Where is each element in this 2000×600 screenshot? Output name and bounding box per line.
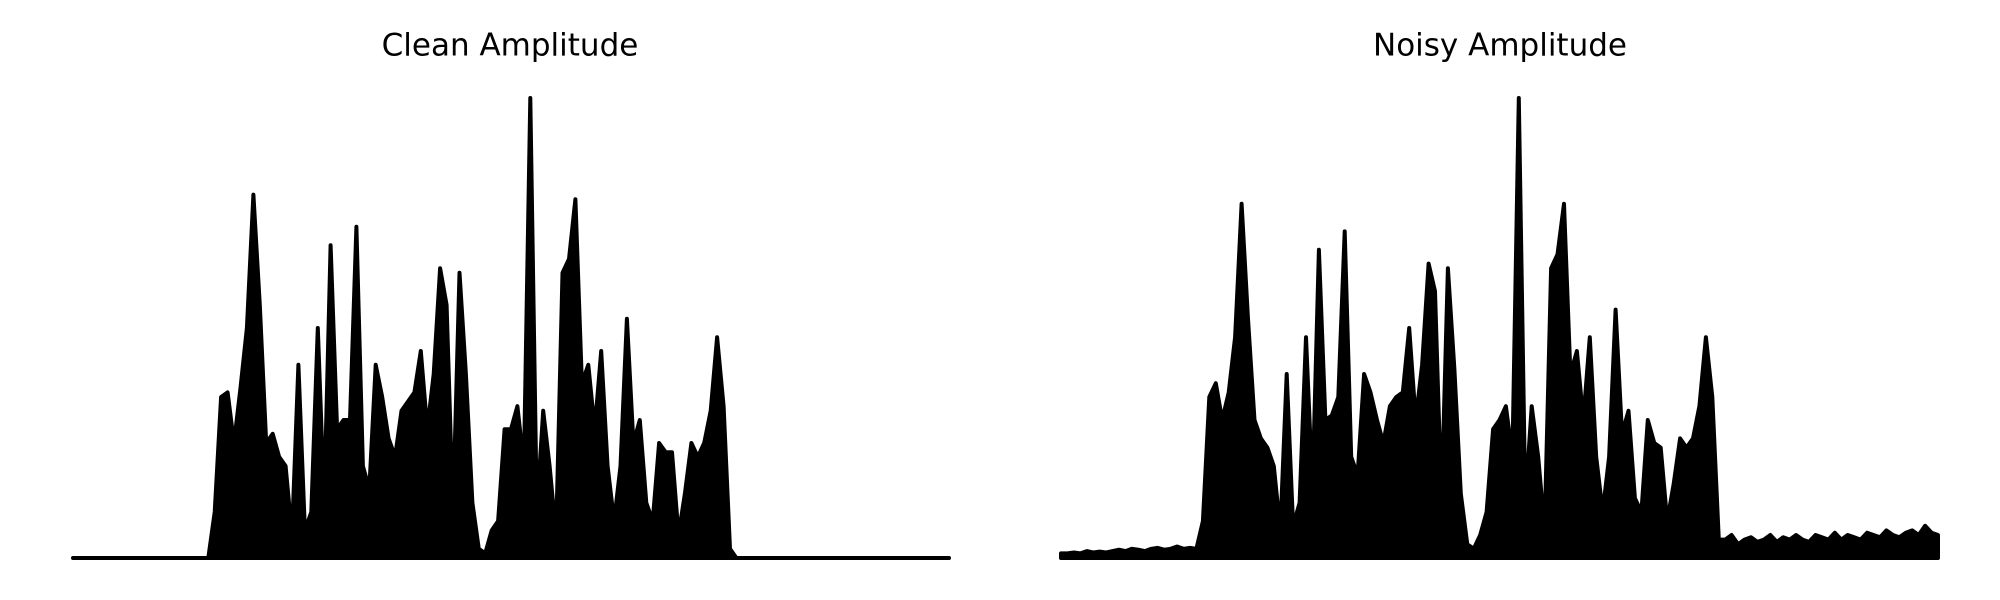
chart-title: Clean Amplitude [382, 28, 639, 64]
chart-title: Noisy Amplitude [1373, 28, 1627, 64]
amplitude-area [1059, 96, 1940, 560]
amplitude-area [71, 96, 951, 560]
